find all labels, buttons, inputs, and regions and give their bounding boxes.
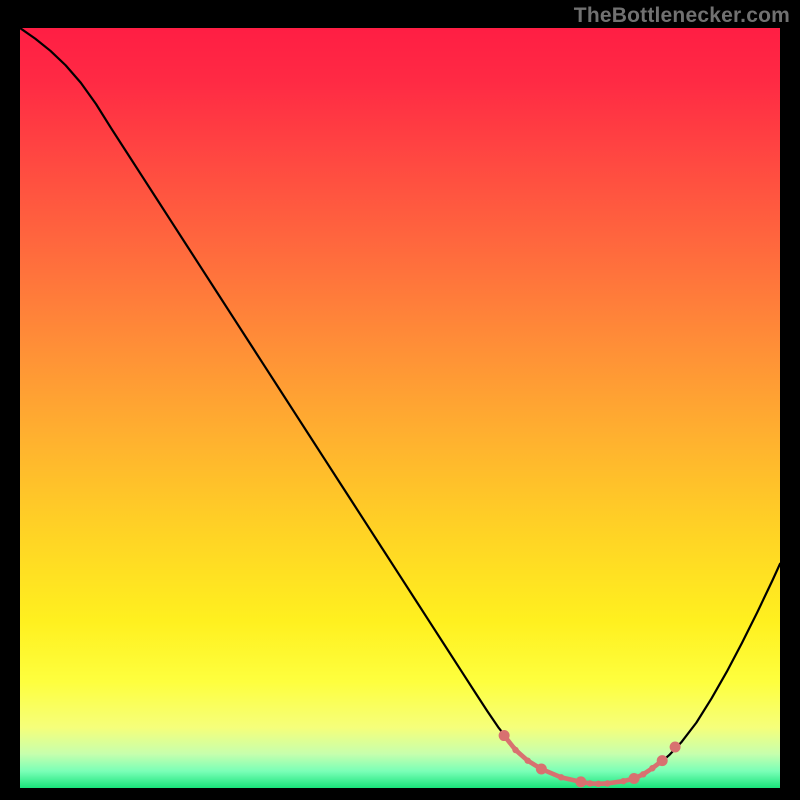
marker-dot xyxy=(587,780,593,786)
plot-area xyxy=(20,28,780,788)
marker-dot xyxy=(629,773,640,784)
marker-dot xyxy=(575,776,586,787)
marker-dot xyxy=(620,778,626,784)
marker-dot xyxy=(657,755,668,766)
marker-dot xyxy=(649,765,655,771)
marker-dot xyxy=(640,771,646,777)
bottleneck-curve-chart xyxy=(20,28,780,788)
marker-dot xyxy=(604,780,610,786)
marker-dot-end xyxy=(670,741,681,752)
watermark-text: TheBottlenecker.com xyxy=(574,4,790,28)
marker-dot xyxy=(536,764,547,775)
marker-dot xyxy=(558,774,564,780)
marker-dot xyxy=(512,747,518,753)
chart-background xyxy=(20,28,780,788)
marker-dot xyxy=(524,757,530,763)
marker-dot xyxy=(499,730,510,741)
marker-dot xyxy=(595,781,601,787)
